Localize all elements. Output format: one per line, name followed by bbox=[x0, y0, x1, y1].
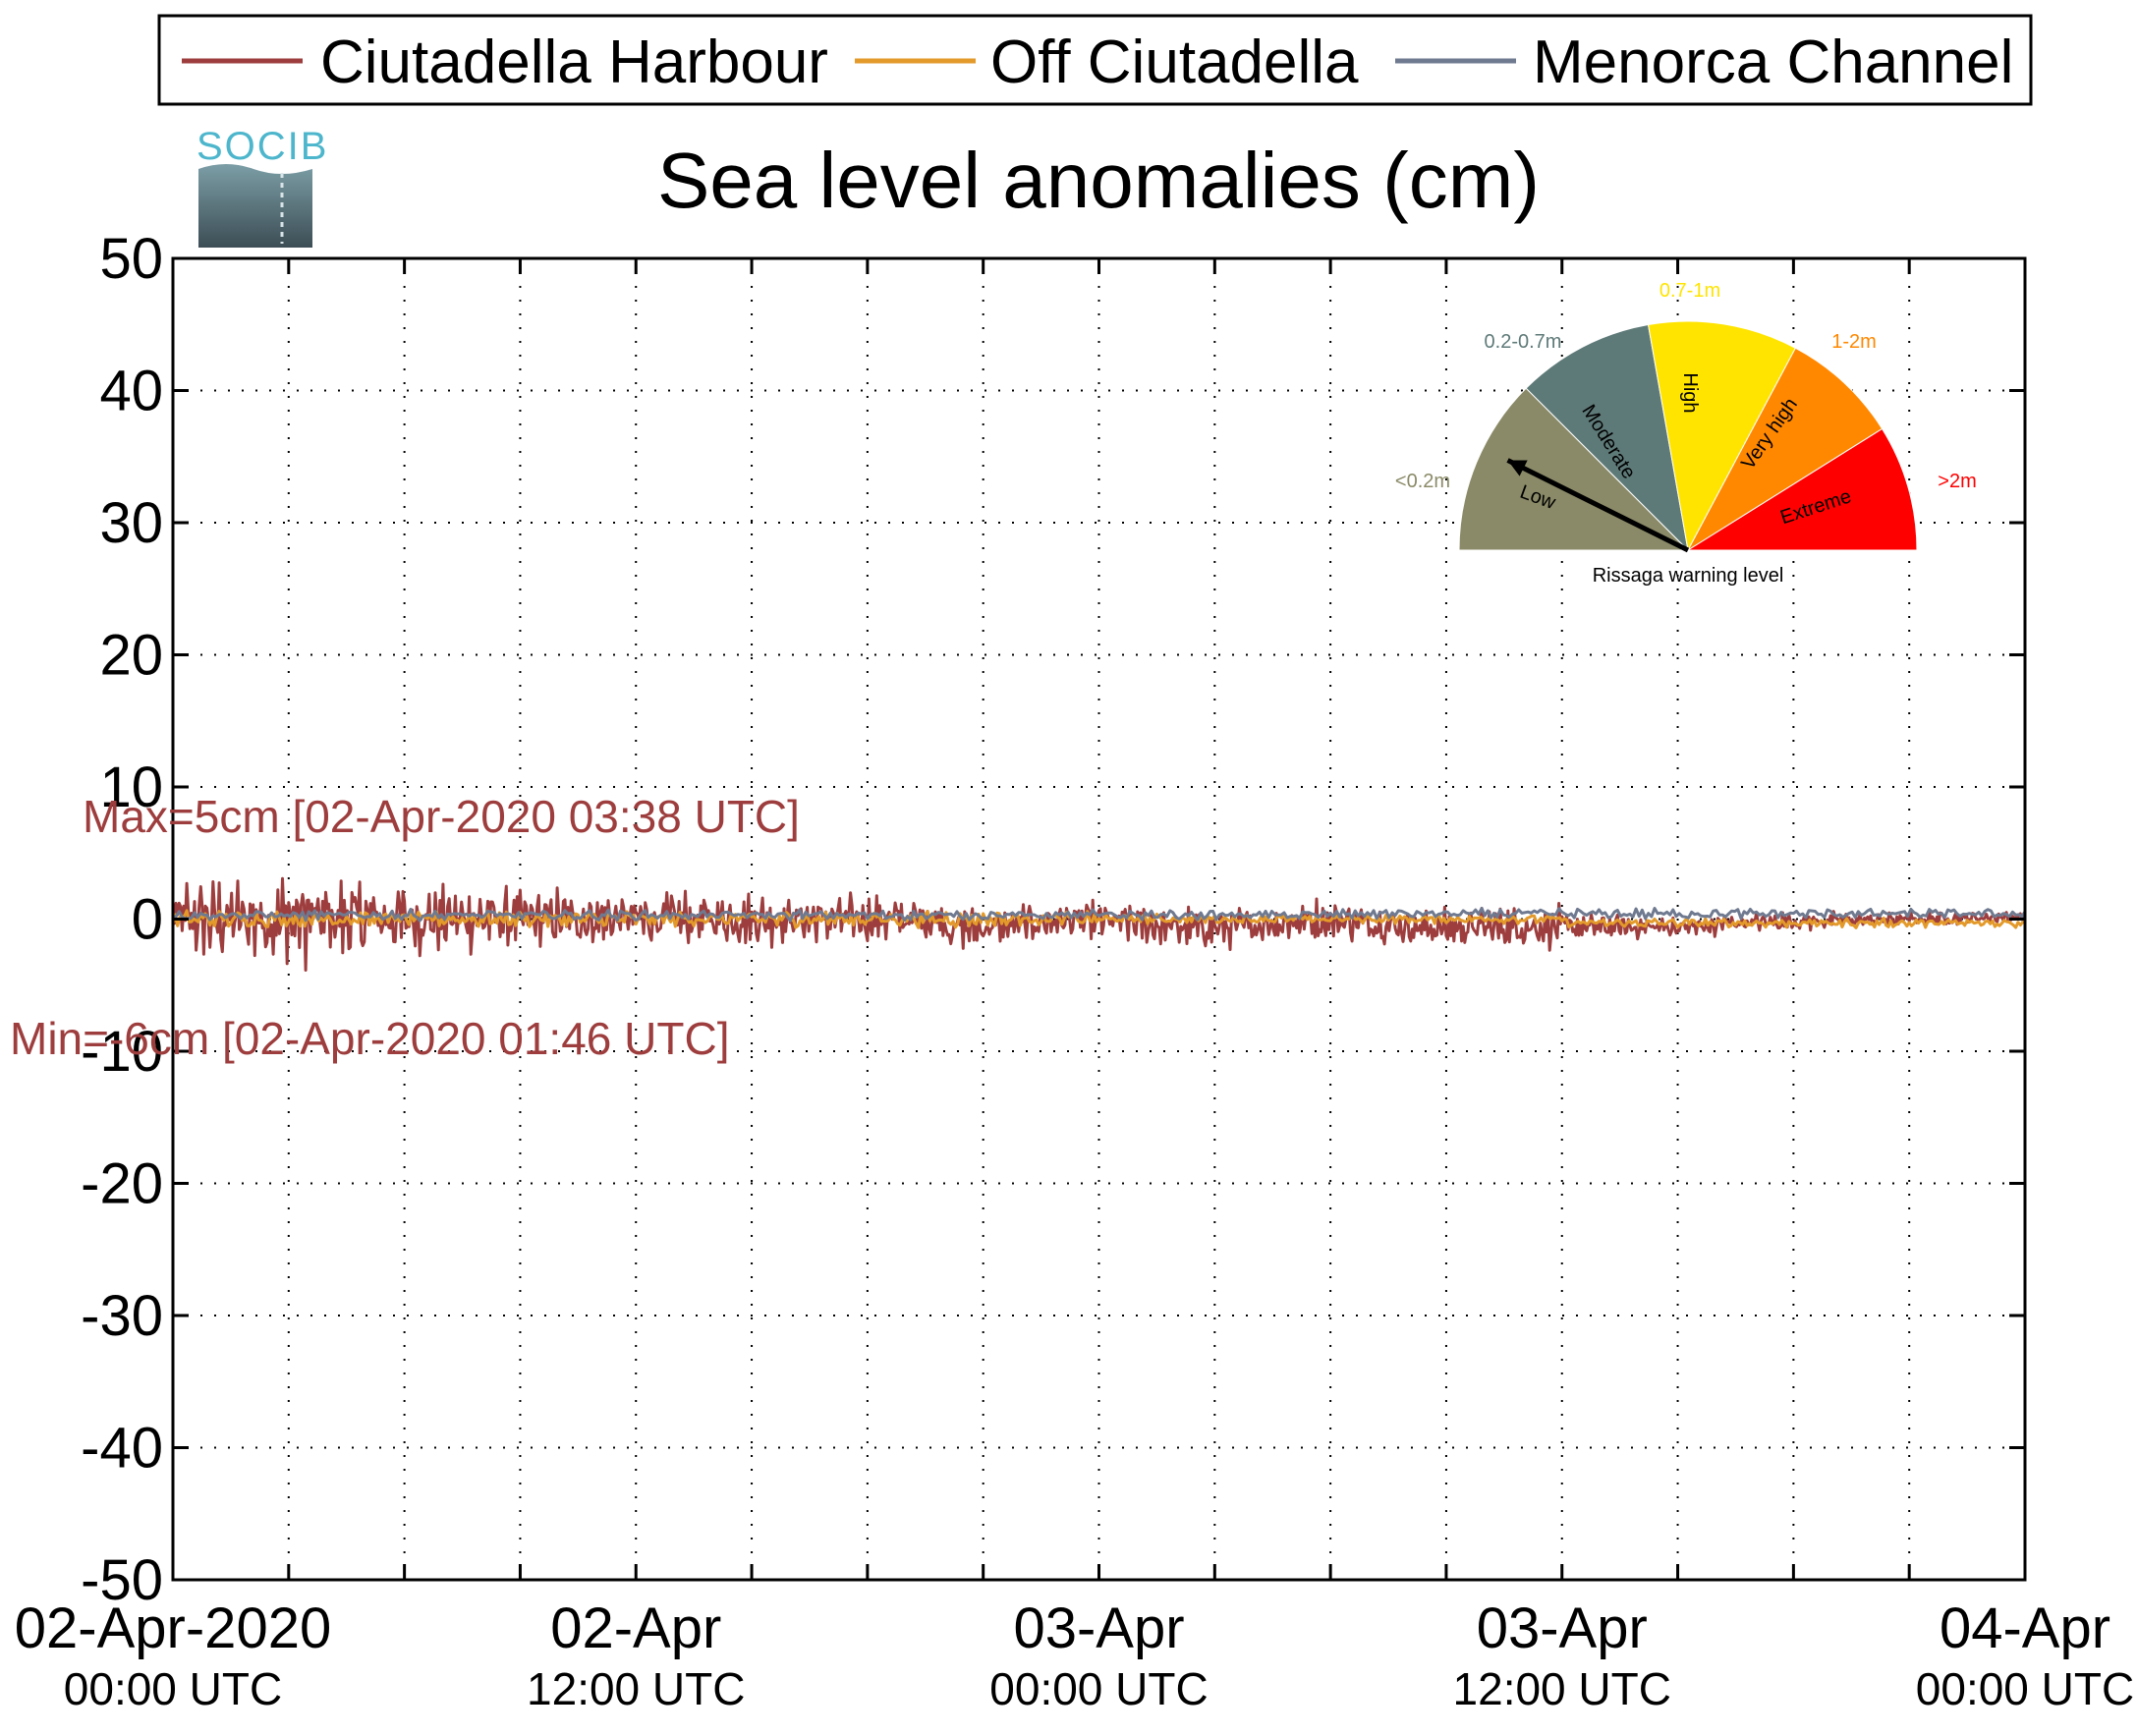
x-tick-date-label: 03-Apr bbox=[1477, 1596, 1648, 1660]
axis-ticks bbox=[171, 256, 2027, 1582]
y-tick-label: -30 bbox=[81, 1284, 163, 1348]
y-tick-label: 30 bbox=[99, 491, 163, 555]
legend-label-ciutadella-harbour: Ciutadella Harbour bbox=[320, 28, 828, 96]
series-line-off-ciutadella bbox=[171, 909, 2026, 929]
legend-label-menorca-channel: Menorca Channel bbox=[1533, 28, 2013, 96]
gauge-range-label: >2m bbox=[1938, 471, 1976, 492]
chart-title: Sea level anomalies (cm) bbox=[657, 137, 1540, 224]
x-tick-time-label: 12:00 UTC bbox=[1453, 1663, 1671, 1714]
max-annotation: Max=5cm [02-Apr-2020 03:38 UTC] bbox=[83, 791, 800, 842]
y-tick-label: -40 bbox=[81, 1417, 163, 1481]
gauge-needle-head bbox=[1507, 460, 1528, 476]
y-tick-label: -50 bbox=[81, 1548, 163, 1612]
gauge-range-label: 1-2m bbox=[1831, 331, 1877, 353]
gauge-sector-very-high bbox=[1686, 347, 1884, 552]
min-annotation: Min=-6cm [02-Apr-2020 01:46 UTC] bbox=[10, 1013, 729, 1064]
legend-box bbox=[157, 14, 2033, 106]
y-tick-label: 10 bbox=[99, 756, 163, 819]
x-tick-time-label: 00:00 UTC bbox=[64, 1663, 282, 1714]
gauge-level-label: High bbox=[1679, 372, 1701, 413]
gauge-sector-extreme bbox=[1686, 427, 1918, 551]
x-tick-time-label: 12:00 UTC bbox=[527, 1663, 745, 1714]
x-tick-date-label: 02-Apr-2020 bbox=[15, 1596, 331, 1660]
gauge-range-label: 0.2-0.7m bbox=[1485, 331, 1562, 353]
gauge-sector-low bbox=[1458, 387, 1690, 551]
gauge-title: Rissaga warning level bbox=[1593, 565, 1784, 587]
y-tick-label: -10 bbox=[81, 1020, 163, 1084]
y-tick-label: 50 bbox=[99, 227, 163, 291]
x-tick-time-label: 00:00 UTC bbox=[1916, 1663, 2134, 1714]
legend-label-off-ciutadella: Off Ciutadella bbox=[990, 28, 1359, 96]
y-tick-label: 0 bbox=[132, 888, 163, 952]
x-tick-time-label: 00:00 UTC bbox=[989, 1663, 1208, 1714]
series-line-menorca-channel bbox=[172, 907, 2027, 923]
gauge-sector-moderate bbox=[1525, 323, 1689, 552]
legend: Ciutadella Harbour Off Ciutadella Menorc… bbox=[157, 14, 2033, 106]
socib-logo: SOCIB bbox=[197, 125, 328, 248]
series-layer bbox=[171, 876, 2027, 972]
logo-text: SOCIB bbox=[197, 125, 328, 168]
gauge-needle bbox=[1506, 458, 1690, 553]
rissaga-warning-gauge: <0.2m Low0.2-0.7mModerate0.7-1mHigh1-2mVe… bbox=[1395, 280, 1977, 587]
y-tick-label: 20 bbox=[99, 624, 163, 688]
gauge-range-label: <0.2m bbox=[1395, 471, 1450, 492]
y-tick-label: 40 bbox=[99, 360, 163, 423]
gauge-range-label: 0.7-1m bbox=[1659, 280, 1720, 302]
y-tick-label: -20 bbox=[81, 1152, 163, 1216]
y-axis-tick-labels: 50 40 30 20 10 0 -10 -20 -30 -40 -50 bbox=[81, 227, 163, 1612]
gauge-sector-high bbox=[1647, 320, 1797, 552]
x-tick-date-label: 03-Apr bbox=[1013, 1596, 1184, 1660]
x-tick-date-label: 04-Apr bbox=[1940, 1596, 2110, 1660]
x-tick-date-label: 02-Apr bbox=[550, 1596, 721, 1660]
